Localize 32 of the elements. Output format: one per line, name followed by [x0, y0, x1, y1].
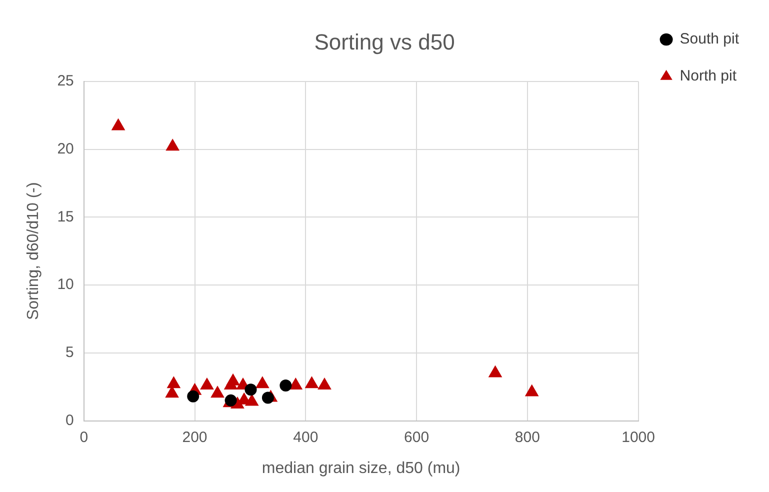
point: [289, 378, 302, 390]
point: [200, 378, 214, 390]
y-tick-label: 25: [57, 72, 74, 90]
point: [525, 384, 538, 396]
x-tick-label: 1000: [622, 428, 655, 446]
y-tick-label: 20: [57, 140, 74, 158]
y-tick-label: 0: [66, 412, 74, 429]
legend-label: North pit: [680, 68, 738, 85]
y-tick-label: 15: [57, 208, 74, 226]
point: [256, 376, 269, 388]
point: [224, 378, 238, 390]
x-tick-label: 0: [80, 428, 88, 446]
x-axis-title: median grain size, d50 (mu): [262, 460, 460, 477]
chart-title: Sorting vs d50: [314, 29, 455, 54]
point: [112, 118, 125, 130]
point: [187, 390, 200, 402]
point: [165, 386, 179, 398]
point: [210, 386, 224, 398]
legend-label: South pit: [680, 30, 740, 48]
point: [488, 366, 502, 378]
point: [305, 376, 318, 388]
y-axis-title: Sorting, d60/d10 (-): [25, 182, 42, 320]
x-tick-label: 400: [293, 428, 318, 446]
point: [167, 376, 180, 388]
point: [318, 378, 332, 390]
point: [245, 394, 258, 406]
x-tick-label: 600: [404, 428, 430, 446]
x-tick-label: 200: [182, 428, 208, 446]
y-tick-label: 10: [57, 276, 74, 294]
x-tick-label: 800: [514, 428, 540, 446]
point: [166, 139, 180, 151]
y-tick-label: 5: [66, 344, 74, 362]
